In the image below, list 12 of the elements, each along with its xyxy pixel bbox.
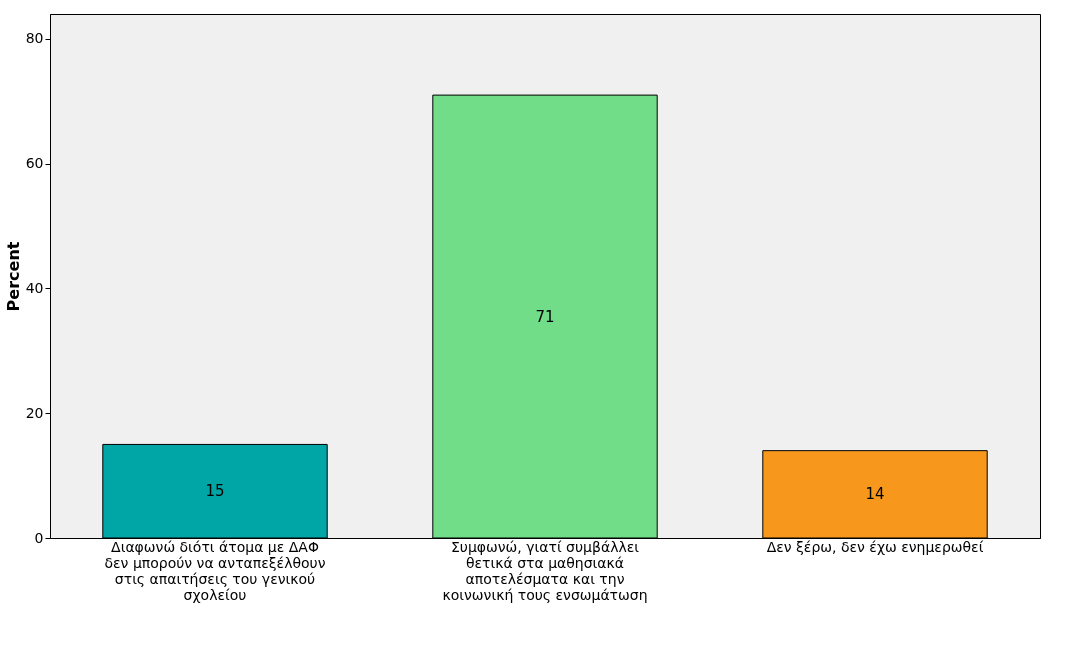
data-label: 71 (535, 307, 555, 326)
x-tick-label: Δεν ξέρω, δεν έχω ενημερωθεί (766, 538, 984, 555)
y-tick-label: 20 (25, 404, 44, 421)
y-axis-title: Percent (3, 241, 23, 312)
x-tick-label: Διαφωνώ διότι άτομα με ΔΑΦ δεν μπορούν να ανταπεξέλθουν στις απαιτήσεις του γενικού σχολείου (104, 538, 326, 603)
y-tick-label: 0 (34, 529, 44, 546)
data-label: 14 (865, 485, 885, 504)
y-tick-label: 40 (25, 279, 44, 296)
x-tick-label: Συμφωνώ, γιατί συμβάλλει θετικά στα μαθησιακά αποτελέσματα και την κοινωνική τους ενσωμάτωση (442, 538, 648, 603)
y-tick-label: 80 (25, 30, 44, 47)
data-label: 15 (205, 482, 225, 501)
y-tick-label: 60 (25, 155, 44, 172)
